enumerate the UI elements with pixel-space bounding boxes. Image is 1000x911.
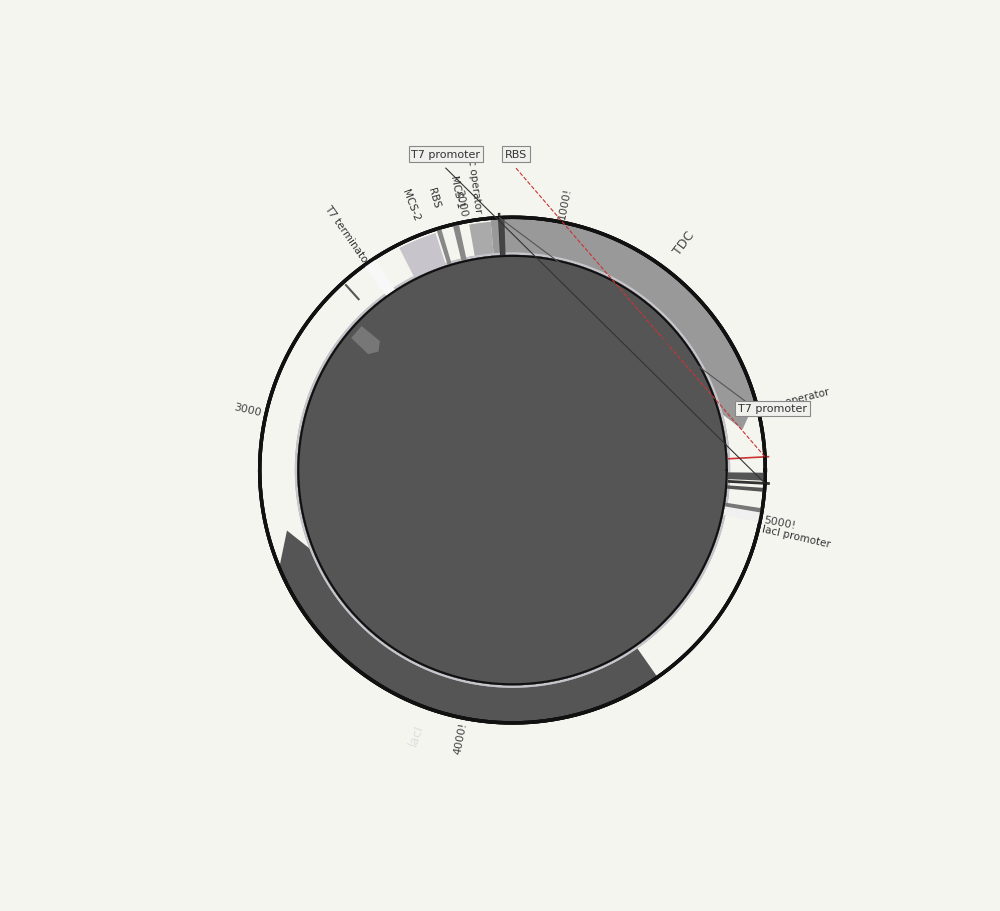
Text: lacI: lacI <box>407 722 426 747</box>
Text: RBS: RBS <box>426 186 442 209</box>
Text: MCS-2: MCS-2 <box>400 188 421 222</box>
Text: S-Tag: S-Tag <box>351 332 378 357</box>
Polygon shape <box>297 220 728 686</box>
Polygon shape <box>297 225 728 686</box>
Text: T7 promoter: T7 promoter <box>411 150 480 160</box>
Text: 4000!: 4000! <box>453 721 469 754</box>
Text: 1000!: 1000! <box>556 187 572 220</box>
Text: 3000: 3000 <box>232 402 262 417</box>
Text: AmpR promoter: AmpR promoter <box>364 542 432 605</box>
Text: T7 terminator: T7 terminator <box>323 203 372 267</box>
Text: pRSFDuet1-TDC: pRSFDuet1-TDC <box>433 434 592 452</box>
Polygon shape <box>305 292 692 650</box>
Text: 5000!: 5000! <box>763 515 797 530</box>
Text: 2000: 2000 <box>453 189 468 218</box>
Text: TDC: TDC <box>671 230 697 258</box>
Polygon shape <box>279 257 727 723</box>
Polygon shape <box>297 256 761 686</box>
Polygon shape <box>297 256 728 686</box>
Polygon shape <box>295 222 730 688</box>
Polygon shape <box>298 218 756 684</box>
Polygon shape <box>352 328 379 354</box>
Text: lac operator: lac operator <box>465 150 484 214</box>
Polygon shape <box>297 256 764 686</box>
Text: T7 promoter: T7 promoter <box>738 404 807 414</box>
Text: ATG: ATG <box>369 302 390 323</box>
Polygon shape <box>295 234 730 688</box>
Polygon shape <box>297 256 764 686</box>
Polygon shape <box>305 293 690 673</box>
Polygon shape <box>330 288 695 653</box>
Text: MCS-1: MCS-1 <box>448 175 464 210</box>
Text: RBS: RBS <box>505 150 527 160</box>
Text: RSF ori: RSF ori <box>341 404 381 426</box>
Polygon shape <box>297 256 761 686</box>
Text: lac operator: lac operator <box>767 387 831 412</box>
Text: 5197 bp: 5197 bp <box>485 482 540 495</box>
Text: KanR: KanR <box>333 501 365 521</box>
Text: lacI promoter: lacI promoter <box>761 523 832 548</box>
Text: RBS: RBS <box>363 316 385 338</box>
Polygon shape <box>297 230 728 686</box>
